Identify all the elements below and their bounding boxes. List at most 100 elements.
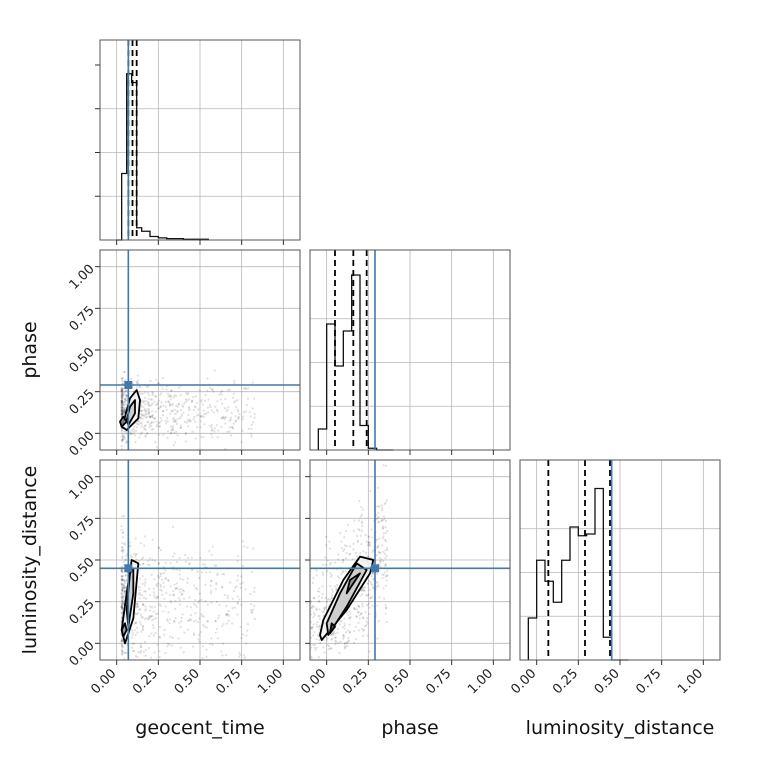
sample-point [132,649,135,653]
sample-point [251,381,254,384]
sample-point [340,619,343,622]
sample-point [376,585,379,589]
sample-point [242,540,245,543]
sample-point [125,394,129,397]
sample-point [146,563,149,566]
sample-point [305,593,307,595]
sample-point [222,622,225,626]
sample-point [151,393,154,397]
sample-point [140,667,142,669]
sample-point [153,578,156,581]
sample-point [325,544,328,547]
sample-point [229,418,232,421]
sample-point [353,607,356,610]
sample-point [237,416,240,419]
sample-point [383,518,386,521]
sample-point [122,584,126,587]
sample-point [197,601,200,604]
sample-point [172,420,175,423]
sample-point [143,590,146,593]
sample-point [348,553,351,556]
sample-point [120,403,123,406]
sample-point [325,600,329,603]
sample-point [121,411,124,414]
sample-point [148,563,151,566]
sample-point [121,588,124,591]
sample-point [218,393,221,396]
sample-point [120,394,123,397]
sample-point [155,583,158,586]
sample-point [193,405,196,408]
sample-point [161,387,164,390]
sample-point [120,399,123,402]
sample-point [159,575,162,578]
y-tick-label: 1.00 [67,472,98,503]
sample-point [154,403,158,406]
sample-point [133,425,136,428]
sample-point [136,379,140,382]
sample-point [304,670,306,672]
sample-point [154,559,157,562]
sample-point [231,597,234,600]
sample-point [368,490,372,493]
sample-point [229,416,232,419]
y-tick-label: 0.50 [67,345,98,376]
sample-point [347,640,350,643]
sample-point [137,390,141,394]
sample-point [210,580,213,583]
sample-point [142,426,145,429]
sample-point [382,535,385,538]
sample-point [157,576,160,579]
sample-point [166,642,169,645]
sample-point [231,426,234,429]
sample-point [371,584,374,587]
sample-point [370,582,373,586]
sample-point [329,575,333,578]
sample-point [121,650,124,653]
sample-point [120,403,123,406]
sample-point [141,414,144,417]
sample-point [167,400,170,403]
sample-point [120,578,123,581]
sample-point [315,608,318,612]
sample-point [143,584,146,587]
sample-point [326,638,329,641]
sample-point [384,519,388,522]
sample-point [192,620,195,623]
sample-point [305,660,307,662]
sample-point [302,644,304,646]
sample-point [366,604,369,607]
sample-point [334,642,337,646]
sample-point [121,436,124,439]
sample-point [156,595,159,598]
sample-point [120,409,123,412]
sample-point [142,596,146,599]
sample-point [367,535,370,538]
sample-point [144,407,147,411]
sample-point [147,411,151,414]
sample-point [122,395,125,398]
sample-point [221,415,225,418]
sample-point [187,405,190,409]
sample-point [216,572,219,575]
sample-point [158,425,161,428]
sample-point [120,412,123,415]
sample-point [378,559,381,563]
sample-point [315,607,318,610]
sample-point [121,575,124,578]
sample-point [166,645,169,648]
sample-point [169,600,172,603]
sample-point [348,623,351,626]
sample-point [147,410,150,413]
sample-point [367,602,371,605]
sample-point [236,574,240,577]
sample-point [168,403,172,407]
sample-point [165,618,169,621]
y-tick-label: 1.00 [67,262,98,293]
sample-point [123,390,127,393]
sample-point [356,540,360,544]
sample-point [189,619,192,622]
sample-point [141,604,145,607]
sample-point [140,630,143,633]
y-tick-label: 0.25 [67,387,98,418]
